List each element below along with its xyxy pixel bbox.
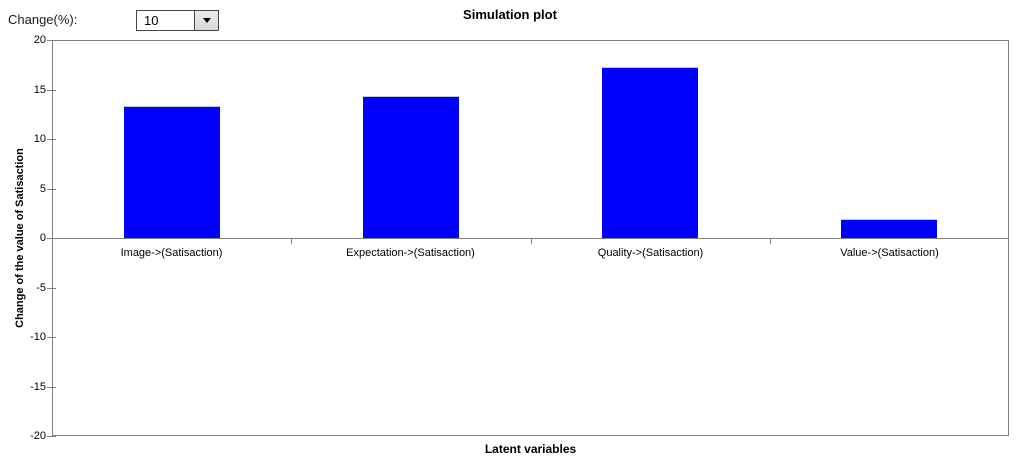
y-tick-label: 0 bbox=[39, 232, 46, 244]
y-tick-mark bbox=[47, 238, 56, 239]
bar-4 bbox=[841, 219, 937, 238]
y-tick-label: 5 bbox=[39, 182, 46, 195]
y-tick-mark bbox=[47, 40, 56, 41]
y-tick-label: -20 bbox=[30, 430, 46, 442]
bar-3 bbox=[602, 67, 698, 238]
y-tick-label: 15 bbox=[33, 83, 46, 96]
bar-2 bbox=[363, 96, 459, 238]
zero-axis-line bbox=[52, 238, 1009, 239]
y-tick-mark bbox=[47, 337, 56, 338]
y-tick-label: -15 bbox=[30, 380, 46, 393]
bar-1 bbox=[124, 106, 220, 238]
dropdown-arrow-icon bbox=[202, 18, 211, 23]
x-category-label: Expectation->(Satisaction) bbox=[346, 247, 475, 259]
y-tick-mark bbox=[47, 89, 56, 91]
x-tick-mark bbox=[531, 238, 532, 244]
change-percent-label: Change(%): bbox=[8, 12, 78, 27]
x-tick-mark bbox=[291, 238, 292, 244]
x-category-label: Quality->(Satisaction) bbox=[597, 247, 704, 259]
x-axis-title: Latent variables bbox=[484, 442, 577, 456]
x-category-label: Image->(Satisaction) bbox=[120, 247, 223, 259]
combobox-dropdown-button[interactable] bbox=[194, 11, 218, 30]
y-tick-label: -5 bbox=[36, 281, 46, 294]
y-tick-label: 10 bbox=[33, 133, 46, 145]
change-percent-combobox[interactable]: 10 bbox=[136, 10, 219, 31]
y-tick-mark bbox=[47, 287, 56, 289]
y-axis-title: Change of the value of Satisaction bbox=[14, 148, 26, 328]
y-tick-mark bbox=[47, 386, 56, 388]
y-tick-mark bbox=[47, 139, 56, 140]
y-tick-label: 20 bbox=[33, 34, 46, 46]
x-category-label: Value->(Satisaction) bbox=[840, 247, 939, 259]
change-percent-value[interactable]: 10 bbox=[144, 13, 159, 28]
y-tick-mark bbox=[47, 436, 56, 437]
y-tick-label: -10 bbox=[30, 331, 46, 343]
x-tick-mark bbox=[770, 238, 771, 244]
y-tick-mark bbox=[47, 188, 56, 190]
